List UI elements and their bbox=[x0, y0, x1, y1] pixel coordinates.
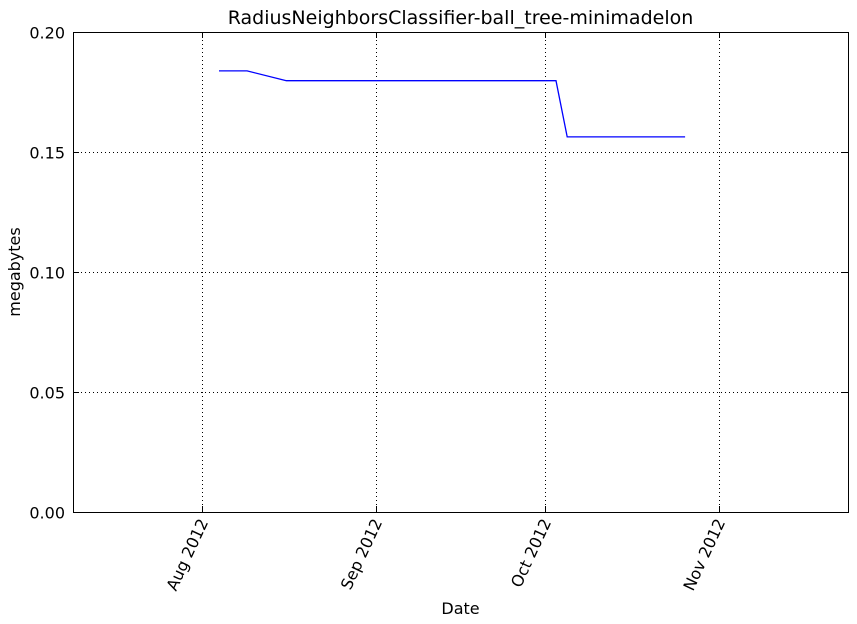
x-tick-label: Sep 2012 bbox=[337, 516, 386, 593]
series-line bbox=[219, 70, 686, 138]
y-axis-title: megabytes bbox=[5, 227, 24, 316]
x-tick-label: Oct 2012 bbox=[507, 516, 555, 591]
x-tick-label: Nov 2012 bbox=[679, 516, 729, 594]
y-tick-label: 0.15 bbox=[29, 144, 65, 163]
y-tick-label: 0.05 bbox=[29, 384, 65, 403]
chart-title: RadiusNeighborsClassifier-ball_tree-mini… bbox=[228, 7, 694, 29]
x-axis-title: Date bbox=[441, 599, 479, 618]
series-layer bbox=[219, 70, 686, 138]
x-tick-label: Aug 2012 bbox=[162, 516, 212, 594]
y-tick-label: 0.00 bbox=[29, 504, 65, 523]
grid-lines bbox=[73, 32, 848, 513]
y-tick-label: 0.10 bbox=[29, 264, 65, 283]
y-tick-label: 0.20 bbox=[29, 24, 65, 43]
